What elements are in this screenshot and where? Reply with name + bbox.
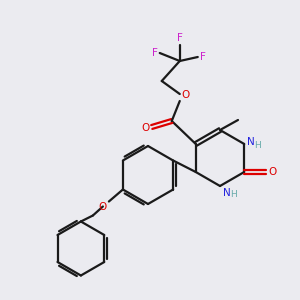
Text: O: O [142, 123, 150, 133]
Text: F: F [200, 52, 206, 62]
Text: H: H [254, 140, 261, 149]
Text: O: O [99, 202, 107, 212]
Text: H: H [230, 190, 237, 199]
Text: O: O [182, 90, 190, 100]
Text: F: F [177, 33, 183, 43]
Text: F: F [152, 48, 158, 58]
Text: N: N [247, 137, 255, 147]
Text: O: O [268, 167, 277, 177]
Text: N: N [223, 188, 231, 198]
